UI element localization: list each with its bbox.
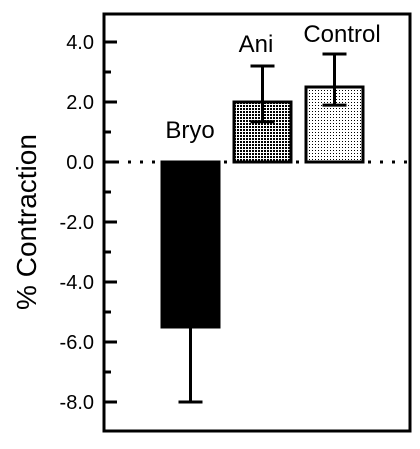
y-tick-label: -4.0: [60, 272, 94, 294]
bar-control: [304, 85, 365, 164]
y-tick-label: -6.0: [60, 332, 94, 354]
category-label-control: Control: [303, 21, 380, 48]
y-tick-label: -2.0: [60, 212, 94, 234]
y-tick-label: 2.0: [66, 92, 94, 114]
y-tick-label: 4.0: [66, 32, 94, 54]
labels-layer: Bryo Ani Control: [165, 21, 380, 144]
y-tick-label: 0.0: [66, 152, 94, 174]
bar-bryo: [160, 160, 221, 329]
y-axis-title: % Contraction: [11, 134, 42, 310]
y-tick-label: -8.0: [60, 392, 94, 414]
error-bars-layer: [178, 52, 347, 404]
y-ticks-layer: 4.0 2.0 0.0 -2.0 -4.0 -6.0 -8.0: [60, 32, 117, 414]
plot-frame: [102, 12, 412, 433]
axes-layer: [102, 12, 412, 433]
category-label-bryo: Bryo: [165, 117, 214, 144]
category-label-ani: Ani: [239, 31, 274, 58]
bars-layer: [160, 85, 365, 329]
